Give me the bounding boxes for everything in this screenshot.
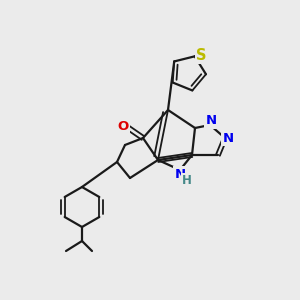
Text: N: N xyxy=(174,167,186,181)
Text: H: H xyxy=(182,173,192,187)
Text: N: N xyxy=(206,115,217,128)
Text: O: O xyxy=(117,119,129,133)
Text: N: N xyxy=(222,131,234,145)
Text: S: S xyxy=(196,48,207,63)
